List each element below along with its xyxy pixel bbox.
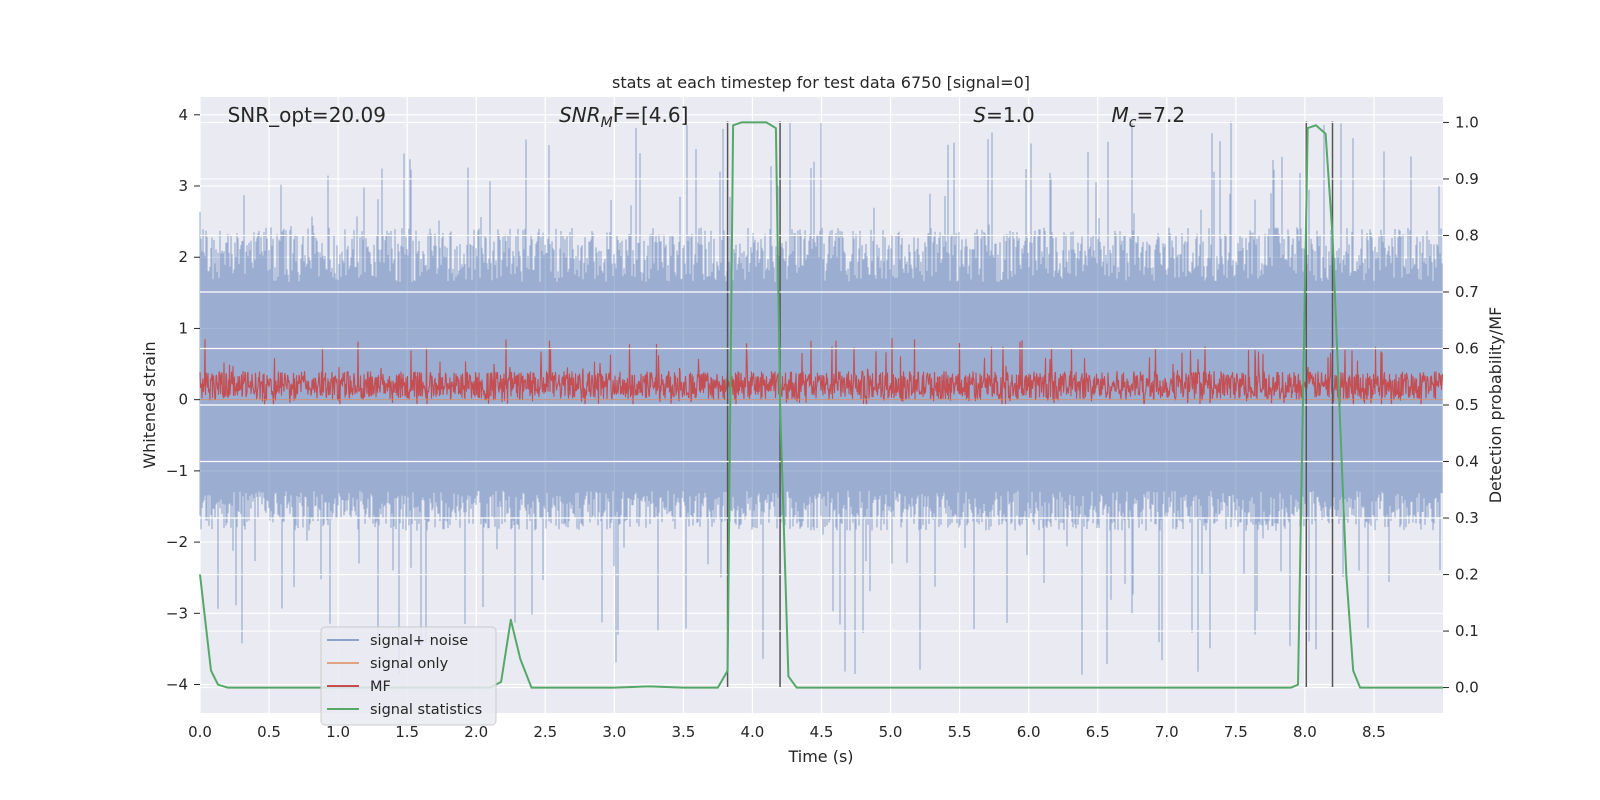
legend-label: MF [370, 679, 391, 695]
y-right-tick-label: 0.2 [1455, 566, 1479, 584]
y-tick-label: 4 [178, 106, 188, 124]
y-right-tick-label: 0.1 [1455, 622, 1479, 640]
y-tick-label: −2 [166, 533, 188, 551]
legend-label: signal+ noise [370, 633, 468, 649]
y-axis-ticks: 4 3 2 1 0 −1 −2 −3 −4 [166, 106, 200, 694]
y-right-tick-label: 0.6 [1455, 339, 1479, 357]
chart-title: stats at each timestep for test data 675… [612, 73, 1030, 92]
x-tick-label: 4.0 [741, 723, 765, 741]
legend-box [320, 626, 497, 726]
y-tick-label: −3 [166, 604, 188, 622]
x-tick-label: 6.5 [1086, 723, 1110, 741]
y-right-tick-label: 0.4 [1455, 453, 1479, 471]
x-tick-label: 2.0 [464, 723, 488, 741]
y-axis-right-ticks: 1.0 0.9 0.8 0.7 0.6 0.5 0.4 0.3 0.2 0.1 0.0 [1443, 113, 1479, 697]
annotation-snr_mf: SNRMF=[4.6] [559, 103, 688, 131]
x-axis-label: Time (s) [787, 747, 853, 766]
x-tick-label: 3.0 [602, 723, 626, 741]
x-tick-label: 0.0 [188, 723, 212, 741]
y-tick-label: 1 [178, 319, 188, 337]
annotations: SNR_opt=20.09 SNRMF=[4.6] S=1.0 Mc=7.2 [228, 103, 1185, 131]
y-right-tick-label: 1.0 [1455, 113, 1479, 131]
x-tick-label: 7.5 [1224, 723, 1248, 741]
y-right-tick-label: 0.5 [1455, 396, 1479, 414]
x-tick-label: 8.0 [1293, 723, 1317, 741]
y-tick-label: −4 [166, 676, 188, 694]
x-tick-label: 7.0 [1155, 723, 1179, 741]
y-tick-label: 3 [178, 177, 188, 195]
annotation-snr_opt: SNR_opt=20.09 [228, 103, 386, 127]
y-right-tick-label: 0.0 [1455, 679, 1479, 697]
x-tick-label: 5.5 [948, 723, 972, 741]
x-tick-label: 4.5 [810, 723, 834, 741]
legend: signal+ noise signal only MF signal statist… [320, 626, 497, 726]
y-right-tick-label: 0.8 [1455, 226, 1479, 244]
x-tick-label: 6.0 [1017, 723, 1041, 741]
x-tick-label: 5.0 [879, 723, 903, 741]
series-mf [199, 338, 1444, 405]
x-axis-ticks: 0.0 0.5 1.0 1.5 2.0 2.5 3.0 3.5 4.0 4.5 5.0 5.5 6.0 6… [188, 723, 1386, 741]
y-axis-right-label: Detection probability/MF [1486, 307, 1505, 504]
legend-label: signal statistics [370, 702, 482, 718]
x-tick-label: 1.0 [326, 723, 350, 741]
legend-label: signal only [370, 656, 449, 672]
x-tick-label: 1.5 [395, 723, 419, 741]
y-tick-label: −1 [166, 462, 188, 480]
x-tick-label: 3.5 [671, 723, 695, 741]
y-tick-label: 0 [178, 391, 188, 409]
y-axis-label: Whitened strain [140, 341, 159, 468]
x-tick-label: 8.5 [1362, 723, 1386, 741]
y-tick-label: 2 [178, 248, 188, 266]
annotation-mc_val: Mc=7.2 [1112, 103, 1186, 131]
y-right-tick-label: 0.3 [1455, 509, 1479, 527]
x-tick-label: 0.5 [257, 723, 281, 741]
y-right-tick-label: 0.9 [1455, 170, 1479, 188]
annotation-s_val: S=1.0 [973, 103, 1034, 127]
mf-trace [199, 338, 1444, 405]
y-right-tick-label: 0.7 [1455, 283, 1479, 301]
x-tick-label: 2.5 [533, 723, 557, 741]
